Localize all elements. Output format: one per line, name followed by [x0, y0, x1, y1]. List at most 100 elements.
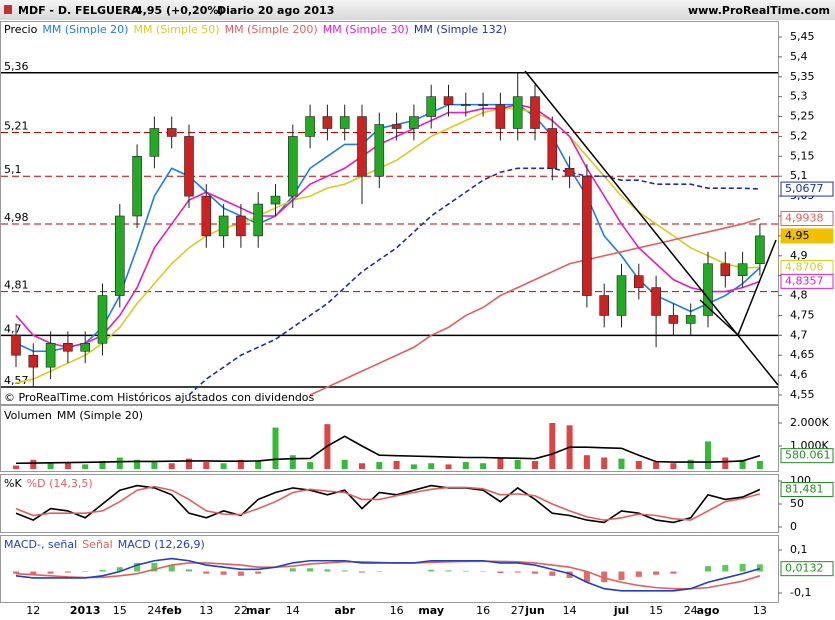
legend-entry: %K — [4, 477, 22, 490]
volume-bar — [64, 462, 71, 469]
last-value-label: 4,8357 — [785, 274, 824, 287]
last-value-label: 580.061 — [785, 449, 831, 462]
candle-body — [616, 275, 627, 316]
macd-histogram-bar — [739, 563, 746, 572]
volume-bar — [722, 457, 729, 469]
volume-bar — [134, 459, 141, 469]
macd-histogram-bar — [532, 571, 538, 574]
volume-bar — [272, 427, 279, 469]
volume-bar — [82, 464, 89, 469]
macd-histogram-bar — [64, 571, 71, 573]
candle-body — [737, 263, 748, 276]
series-line — [188, 167, 760, 396]
last-value-box — [780, 210, 834, 226]
volume-bar — [341, 459, 348, 469]
x-tick-label: 12 — [26, 604, 40, 617]
candle-body — [720, 263, 731, 276]
volume-bar — [756, 460, 763, 469]
candle-body — [97, 295, 108, 344]
candle-body — [339, 116, 350, 129]
volume-bar — [497, 457, 504, 469]
x-tick-label: 2013 — [70, 604, 101, 617]
y-tick-label: 4,9 — [790, 249, 808, 262]
candle-body — [530, 96, 540, 129]
macd-histogram-bar — [203, 571, 210, 574]
series-line — [309, 217, 761, 396]
y-tick-label: 4,75 — [790, 308, 815, 321]
level-label: 5,36 — [4, 60, 29, 73]
candle-body — [391, 124, 402, 129]
volume-bar — [220, 463, 227, 469]
header-icon — [4, 5, 12, 14]
candle-body — [478, 104, 488, 106]
level-label: 4,98 — [4, 211, 29, 224]
macd-histogram-bar — [13, 571, 19, 574]
candle-body — [512, 96, 523, 129]
y-tick-label: 4,8 — [790, 289, 808, 302]
y-tick-label: 5,35 — [790, 70, 815, 83]
candle-body — [166, 128, 177, 137]
last-value-box — [780, 448, 834, 464]
trend-line — [699, 299, 739, 336]
candle-body — [685, 315, 696, 324]
chart-title: MDF - D. FELGUERA — [18, 4, 140, 17]
macd-histogram-bar — [307, 568, 314, 572]
series-line — [15, 103, 761, 349]
candle-body — [547, 128, 558, 169]
x-tick-label: 15 — [649, 604, 663, 617]
macd-histogram-bar — [220, 571, 227, 575]
candle-body — [443, 96, 454, 105]
legend-entry: Volumen — [4, 409, 52, 422]
macd-histogram-bar — [549, 571, 556, 576]
candle-body — [45, 342, 56, 368]
candle-body — [11, 335, 21, 356]
macd-histogram-bar — [601, 571, 608, 583]
macd-histogram-bar — [722, 565, 729, 572]
legend-entry: MM (Simple 20) — [57, 409, 143, 422]
macd-histogram-bar — [289, 568, 296, 572]
y-tick-label: -0,1 — [790, 586, 811, 599]
x-tick-label: mar — [246, 604, 271, 617]
x-tick-label: may — [418, 604, 444, 617]
candle-body — [184, 136, 194, 197]
x-tick-label: 15 — [113, 604, 127, 617]
volume-bar — [151, 462, 158, 469]
y-tick-label: 0 — [790, 520, 797, 533]
y-tick-label: 5,4 — [790, 50, 808, 63]
y-tick-label: 5,15 — [790, 149, 815, 162]
series-line — [15, 435, 761, 465]
macd-histogram-bar — [255, 571, 262, 574]
legend-entry: MM (Simple 132) — [414, 23, 507, 36]
legend-entry: MACD-, señal — [4, 538, 77, 551]
volume-bar — [168, 463, 175, 469]
volume-bar — [393, 460, 400, 469]
candle-body — [668, 315, 679, 324]
volume-bar — [532, 460, 538, 469]
candle-body — [236, 215, 246, 237]
x-tick-label: jul — [613, 604, 629, 617]
macd-histogram-bar — [341, 570, 348, 572]
macd-histogram-bar — [237, 571, 244, 576]
legend-entry: MM (Simple 200) — [225, 23, 318, 36]
candle-body — [132, 156, 142, 217]
last-value-label: 4,8706 — [785, 260, 824, 273]
volume-bar — [376, 462, 383, 469]
volume-bar — [307, 462, 314, 469]
y-tick-label: 0,1 — [790, 543, 808, 556]
x-tick-label: 24 — [147, 604, 161, 617]
series-line — [15, 557, 761, 592]
y-tick-label: 4,55 — [790, 388, 815, 401]
last-value-box — [780, 273, 834, 289]
y-tick-label: 5,2 — [790, 129, 808, 142]
candle-body — [253, 203, 263, 237]
volume-bar — [13, 465, 19, 469]
macd-histogram-bar — [618, 571, 625, 581]
macd-histogram-bar — [47, 571, 54, 574]
macd-histogram-bar — [635, 571, 642, 577]
y-tick-label: 5,1 — [790, 169, 808, 182]
candle-body — [270, 195, 281, 205]
macd-histogram-bar — [566, 571, 573, 578]
y-tick-label: 4,6 — [790, 368, 808, 381]
x-tick-label: 16 — [476, 604, 490, 617]
